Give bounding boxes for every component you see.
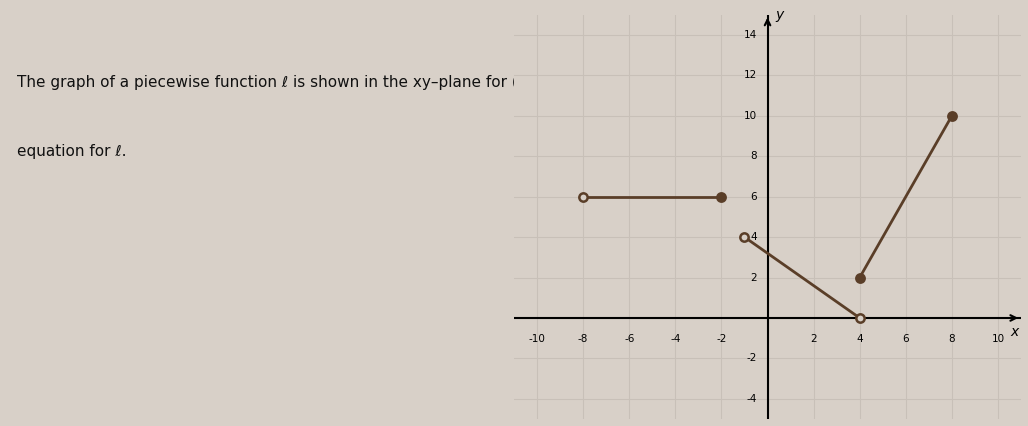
Text: 6: 6 [750, 192, 758, 201]
Text: -10: -10 [528, 334, 546, 344]
Text: 4: 4 [856, 334, 864, 344]
Text: -4: -4 [670, 334, 681, 344]
Text: 10: 10 [991, 334, 1004, 344]
Text: -2: -2 [717, 334, 727, 344]
Text: 8: 8 [949, 334, 955, 344]
Text: 8: 8 [750, 151, 758, 161]
Text: 4: 4 [750, 232, 758, 242]
Text: 10: 10 [744, 111, 758, 121]
Text: y: y [775, 8, 783, 22]
Text: equation for ℓ.: equation for ℓ. [17, 144, 126, 159]
Text: 2: 2 [750, 273, 758, 282]
Text: 2: 2 [810, 334, 817, 344]
Text: x: x [1011, 325, 1019, 339]
Text: -8: -8 [578, 334, 588, 344]
Text: 14: 14 [744, 30, 758, 40]
Text: -2: -2 [746, 354, 758, 363]
Text: 12: 12 [744, 70, 758, 81]
Text: -6: -6 [624, 334, 634, 344]
Text: -4: -4 [746, 394, 758, 404]
Text: 6: 6 [903, 334, 909, 344]
Text: The graph of a piecewise function ℓ is shown in the xy–plane for (−8, 8]. Write : The graph of a piecewise function ℓ is s… [17, 75, 646, 90]
